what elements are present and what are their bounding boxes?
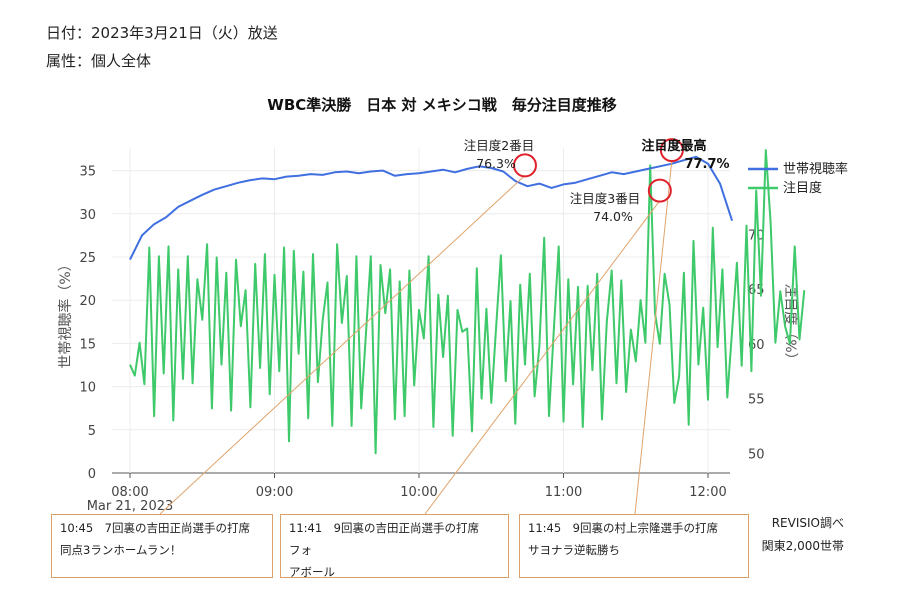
x-axis: 08:00 09:00 10:00 11:00 12:00: [111, 473, 727, 500]
peak-marker: [659, 138, 684, 163]
chart-title: WBC準決勝 日本 対 メキシコ戦 毎分注目度推移: [267, 96, 616, 114]
annotation-second-label: 注目度2番目: [464, 138, 534, 153]
y-left-tick-label: 10: [79, 381, 96, 396]
x-axis-date-label: Mar 21, 2023: [87, 499, 174, 514]
legend-label-viewing-rate: 世帯視聴率: [783, 161, 848, 177]
y-axis-left: 0 5 10 15 20 25 30 35: [79, 165, 96, 482]
annotation-top: 注目度最高 77.7%: [641, 138, 729, 172]
audience-attribute: 属性：個人全体: [46, 52, 152, 70]
callout-box-walkoff: 11:45 9回裏の村上宗隆選手の打席 サヨナラ逆転勝ち: [519, 514, 749, 578]
callout-line: 10:45 7回裏の吉田正尚選手の打席: [60, 521, 250, 535]
data-credit: REVISIO調べ 関東2,000世帯: [754, 514, 844, 554]
annotation-third-label: 注目度3番目: [570, 191, 640, 206]
y-left-tick-label: 35: [79, 165, 96, 180]
y-axis-left-title: 世帯視聴率（%）: [57, 257, 74, 368]
x-tick-label: 08:00: [111, 485, 148, 500]
annotation-third: 注目度3番目 74.0%: [570, 191, 640, 224]
callout-line: 11:45 9回裏の村上宗隆選手の打席: [528, 521, 718, 535]
peak-marker: [647, 178, 672, 203]
legend: 世帯視聴率 注目度: [748, 161, 848, 196]
credit-source: REVISIO調べ: [771, 516, 844, 530]
callout-box-walk: 11:41 9回裏の吉田正尚選手の打席 フォ アボール: [280, 514, 509, 579]
callout-box-tying-homerun: 10:45 7回裏の吉田正尚選手の打席 同点3ランホームラン！: [51, 514, 273, 578]
series-line-viewing-rate: [129, 155, 734, 261]
x-tick-label: 10:00: [400, 485, 437, 500]
y-right-tick-label: 55: [748, 393, 765, 408]
callout-leader-line: [159, 175, 526, 515]
y-right-tick-label: 50: [748, 447, 765, 462]
callout-leader-lines: [159, 160, 673, 515]
callout-leader-line: [424, 200, 661, 515]
series-line-attention: [129, 149, 806, 455]
x-tick-label: 11:00: [545, 485, 582, 500]
y-right-tick-label: 70: [748, 228, 765, 243]
broadcast-date: 日付：2023年3月21日（火）放送: [46, 24, 278, 42]
callout-leader-line: [634, 160, 673, 515]
y-left-tick-label: 30: [79, 208, 96, 223]
credit-sample: 関東2,000世帯: [761, 539, 844, 553]
peak-markers: [512, 138, 684, 203]
series-layer: [129, 149, 806, 455]
annotation-top-value: 77.7%: [684, 157, 729, 172]
callout-line: アボール: [289, 565, 335, 579]
callout-line: 同点3ランホームラン！: [60, 543, 182, 557]
x-tick-label: 12:00: [689, 485, 726, 500]
y-left-tick-label: 5: [88, 424, 96, 439]
annotation-second-value: 76.3%: [476, 156, 516, 171]
callout-line: 11:41 9回裏の吉田正尚選手の打席 フォ: [289, 521, 491, 557]
y-left-tick-label: 25: [79, 251, 96, 266]
y-left-tick-label: 0: [88, 467, 96, 482]
annotation-top-label: 注目度最高: [641, 138, 706, 154]
peak-marker: [512, 153, 537, 178]
y-left-tick-label: 20: [79, 294, 96, 309]
x-tick-label: 09:00: [256, 485, 293, 500]
callout-line: サヨナラ逆転勝ち: [528, 543, 620, 557]
y-left-tick-label: 15: [79, 337, 96, 352]
annotation-second: 注目度2番目 76.3%: [464, 138, 534, 171]
annotation-third-value: 74.0%: [593, 209, 633, 224]
legend-label-attention: 注目度: [783, 180, 822, 196]
